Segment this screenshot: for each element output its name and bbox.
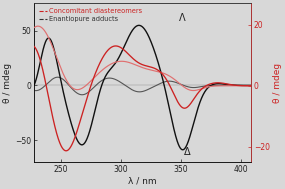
Text: Δ: Δ	[184, 147, 190, 157]
Y-axis label: θ / mdeg: θ / mdeg	[3, 63, 13, 103]
X-axis label: λ / nm: λ / nm	[128, 177, 157, 186]
Text: Λ: Λ	[179, 13, 185, 23]
Legend: Concomitant diastereomers, Enantiopure adducts: Concomitant diastereomers, Enantiopure a…	[38, 7, 144, 23]
Y-axis label: θ / mdeg: θ / mdeg	[272, 63, 282, 103]
